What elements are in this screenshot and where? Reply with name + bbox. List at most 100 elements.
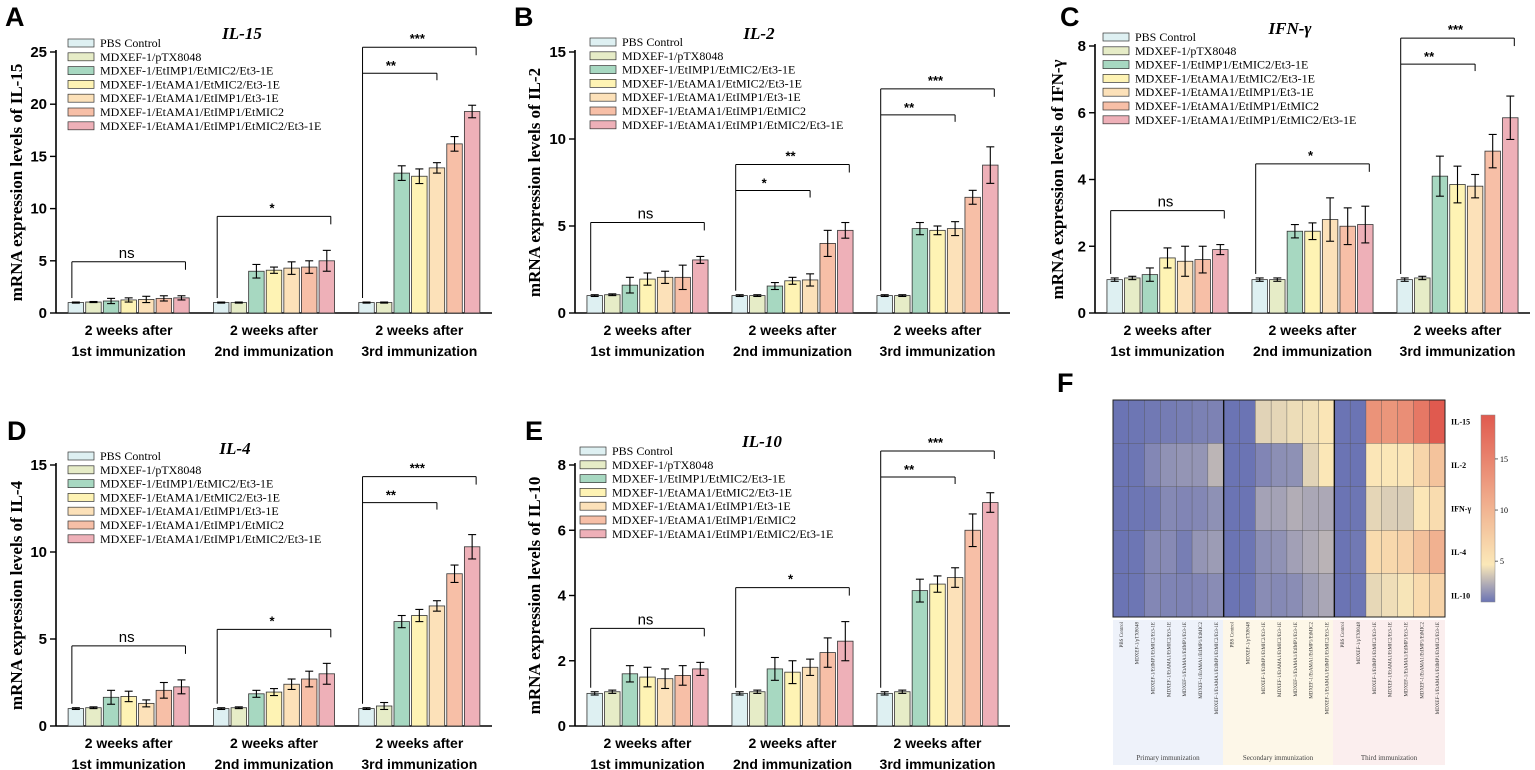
bar bbox=[929, 583, 946, 727]
heatmap-cell bbox=[1397, 573, 1414, 618]
heatmap-column-label: MDXEF-1/EtAMA1/EtMIC2/Et3-1E bbox=[1278, 622, 1283, 697]
legend-swatch bbox=[67, 93, 95, 103]
heatmap-cell bbox=[1255, 573, 1272, 618]
heatmap-column-label: MDXEF-1/EtAMA1/EtIMP1/Et3-1E bbox=[1404, 622, 1409, 696]
heatmap-cell bbox=[1413, 399, 1430, 444]
bar bbox=[283, 683, 300, 727]
bar bbox=[586, 692, 603, 727]
bar bbox=[446, 573, 463, 727]
heatmap-cell bbox=[1270, 573, 1288, 618]
legend-swatch bbox=[67, 493, 95, 502]
heatmap-column-label: MDXEF-1/EtIMP1/EtMIC2/Et3-1E bbox=[1373, 622, 1378, 694]
y-tick-label: 5 bbox=[39, 253, 47, 270]
heatmap-cell bbox=[1160, 486, 1177, 531]
bar bbox=[801, 666, 819, 727]
heatmap-cell bbox=[1286, 486, 1304, 531]
heatmap-cell bbox=[1239, 573, 1256, 618]
legend-label: MDXEF-1/EtAMA1/EtIMP1/EtMIC2 bbox=[622, 104, 806, 118]
bar bbox=[463, 111, 481, 314]
y-tick-label: 6 bbox=[558, 522, 566, 539]
legend-label: MDXEF-1/EtAMA1/EtIMP1/Et3-1E bbox=[100, 91, 279, 105]
bar-group bbox=[1251, 197, 1374, 314]
bar bbox=[911, 228, 929, 314]
bar-group bbox=[358, 104, 481, 314]
heatmap-cell bbox=[1349, 443, 1367, 488]
legend-label: MDXEF-1/EtAMA1/EtIMP1/EtMIC2/Et3-1E bbox=[100, 532, 321, 546]
heatmap-section-label: Primary immunization bbox=[1136, 754, 1200, 762]
legend-swatch bbox=[67, 66, 95, 75]
legend: PBS ControlMDXEF-1/pTX8048MDXEF-1/EtIMP1… bbox=[67, 449, 321, 546]
chart-title: IL-2 bbox=[742, 24, 775, 43]
legend-label: MDXEF-1/pTX8048 bbox=[1135, 44, 1236, 58]
heatmap-column-label: MDXEF-1/EtAMA1/EtMIC2/Et3-1E bbox=[1167, 622, 1172, 697]
heatmap-cell bbox=[1365, 530, 1383, 575]
y-axis-label: mRNA expression levels of IL-10 bbox=[525, 477, 544, 715]
bar bbox=[1212, 249, 1229, 314]
heatmap-column-label: PBS Control bbox=[1341, 621, 1346, 647]
heatmap-cell bbox=[1397, 486, 1414, 531]
legend-swatch bbox=[1102, 46, 1130, 56]
heatmap-cell bbox=[1428, 530, 1446, 575]
bar bbox=[894, 691, 911, 727]
legend-label: MDXEF-1/EtAMA1/EtIMP1/EtMIC2 bbox=[100, 518, 284, 532]
x-category-label: 2 weeks after bbox=[894, 735, 982, 751]
heatmap-cell bbox=[1428, 443, 1446, 488]
y-tick-label: 0 bbox=[558, 718, 566, 735]
colorbar-tick-label: 5 bbox=[1500, 557, 1504, 566]
legend-label: PBS Control bbox=[612, 444, 674, 458]
significance-label: *** bbox=[1448, 22, 1464, 37]
bar bbox=[411, 175, 428, 314]
heatmap-cell bbox=[1191, 399, 1209, 444]
panel-D: D IL-4 mRNA expression levels of IL-4 0 5 10 1… bbox=[7, 416, 492, 770]
bar-group bbox=[67, 679, 190, 727]
heatmap-cell bbox=[1144, 486, 1161, 531]
bar-group bbox=[586, 661, 709, 727]
significance-bracket: ***** bbox=[880, 435, 995, 688]
bar bbox=[446, 143, 463, 314]
bar bbox=[731, 295, 748, 314]
panel-letter: D bbox=[7, 416, 27, 446]
x-category-label: 2nd immunization bbox=[733, 756, 852, 770]
heatmap-cell bbox=[1381, 530, 1399, 575]
legend-swatch bbox=[589, 92, 617, 102]
x-category-label: 2 weeks after bbox=[375, 735, 463, 751]
significance-label: *** bbox=[928, 435, 944, 450]
bar bbox=[375, 302, 393, 314]
panel-B: B IL-2 mRNA expression levels of IL-2 0 5 10 1… bbox=[514, 2, 1010, 359]
heatmap-cell bbox=[1397, 530, 1414, 575]
panel-letter: F bbox=[1057, 368, 1074, 398]
heatmap-row-label: IL-10 bbox=[1451, 591, 1470, 600]
heatmap-cell bbox=[1239, 530, 1256, 575]
x-category-label: 1st immunization bbox=[590, 756, 704, 770]
x-category-label: 2 weeks after bbox=[1414, 322, 1502, 338]
y-tick-label: 10 bbox=[30, 201, 47, 218]
legend-swatch bbox=[579, 460, 607, 470]
bar bbox=[964, 529, 981, 727]
panel-F: F IL-15 IL-2 IFN-γ IL-4 IL-10 PBS Control MDXEF… bbox=[1057, 368, 1508, 765]
legend-label: PBS Control bbox=[100, 449, 162, 463]
legend-label: MDXEF-1/EtAMA1/EtMIC2/Et3-1E bbox=[100, 490, 280, 504]
legend-label: MDXEF-1/EtAMA1/EtIMP1/EtMIC2 bbox=[1135, 99, 1319, 113]
legend-swatch bbox=[67, 121, 95, 131]
bar bbox=[213, 708, 230, 727]
heatmap-cell bbox=[1397, 399, 1414, 444]
bar bbox=[85, 301, 102, 314]
section-background bbox=[1333, 620, 1445, 765]
bar bbox=[1502, 117, 1519, 314]
significance-label: ns bbox=[638, 205, 654, 222]
bar bbox=[1396, 279, 1413, 314]
heatmap-cell bbox=[1302, 530, 1320, 575]
y-tick-label: 10 bbox=[30, 544, 47, 561]
heatmap-cell bbox=[1413, 573, 1430, 618]
legend-label: MDXEF-1/EtIMP1/EtMIC2/Et3-1E bbox=[1135, 58, 1308, 72]
bar-group bbox=[731, 621, 854, 727]
heatmap-cell bbox=[1223, 399, 1240, 444]
bar bbox=[428, 605, 446, 727]
significance-label: ** bbox=[904, 462, 915, 477]
bar bbox=[946, 228, 964, 314]
y-tick-label: 2 bbox=[558, 653, 566, 670]
heatmap-cell bbox=[1128, 530, 1146, 575]
legend-swatch bbox=[589, 51, 617, 61]
heatmap-cell bbox=[1128, 399, 1146, 444]
bar bbox=[301, 266, 318, 314]
